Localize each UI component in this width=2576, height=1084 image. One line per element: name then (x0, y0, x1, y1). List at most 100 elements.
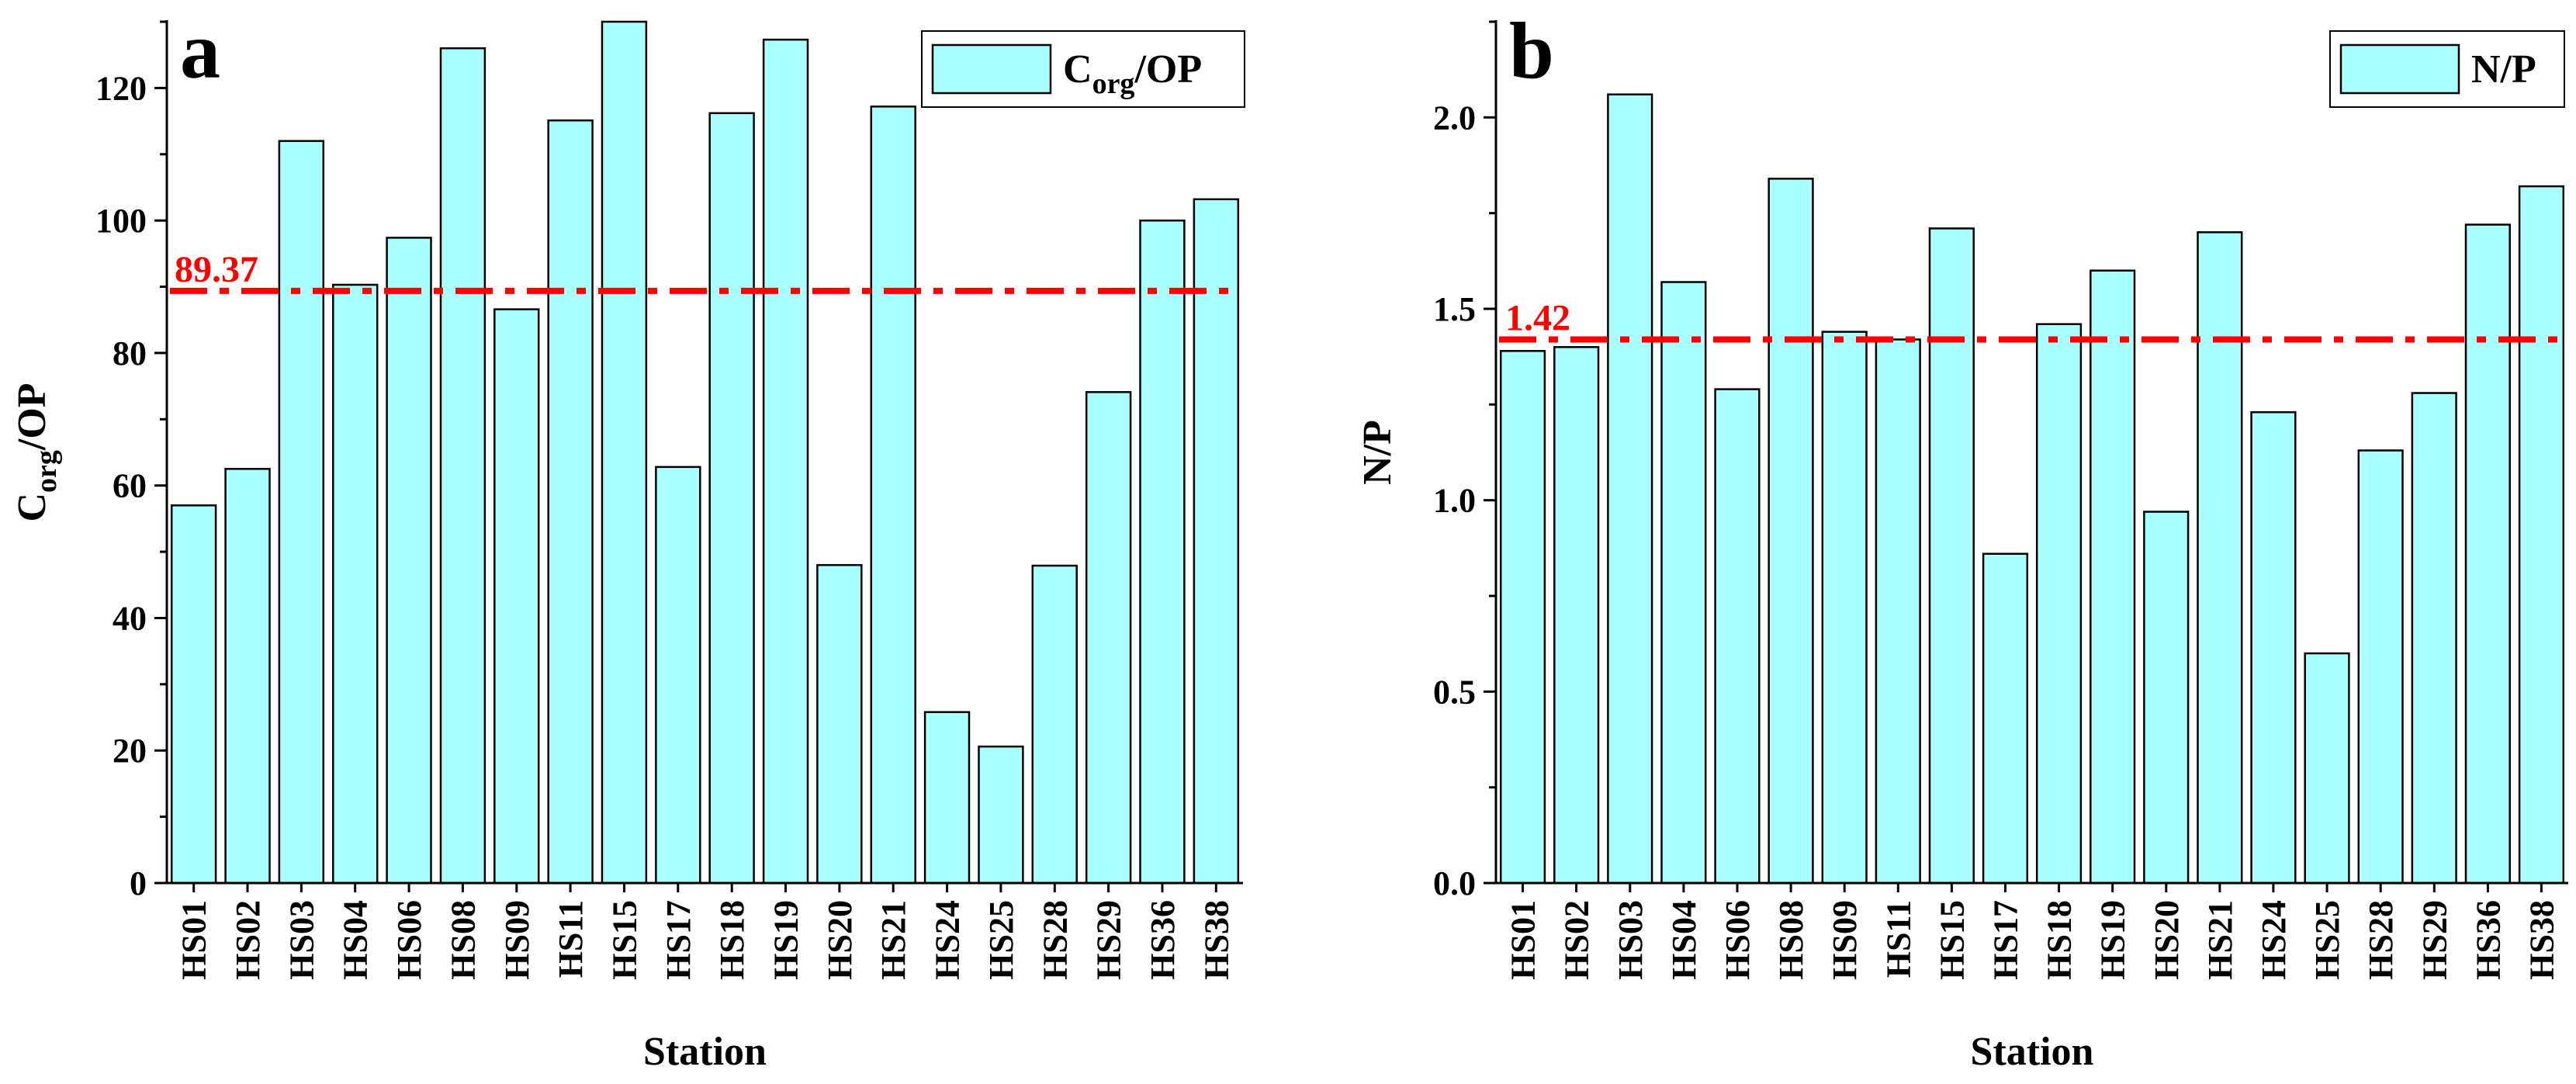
y-tick-label: 0.0 (1433, 864, 1476, 902)
y-tick-label: 40 (113, 600, 147, 638)
bar-hs17 (1982, 552, 2029, 885)
bar-hs15 (1928, 227, 1975, 885)
bar-hs03 (1607, 93, 1653, 885)
legend-swatch (931, 43, 1052, 95)
x-tick-label-hs24: HS24 (2255, 900, 2293, 980)
bar-hs20 (816, 563, 863, 885)
bar-hs17 (655, 466, 701, 885)
bar-hs19 (2090, 269, 2136, 885)
bar-hs02 (224, 468, 271, 885)
x-tick-label-hs19: HS19 (2094, 900, 2132, 980)
x-tick-label-hs29: HS29 (2415, 900, 2453, 980)
bar-hs04 (1660, 281, 1707, 885)
x-tick-label-hs21: HS21 (874, 900, 912, 980)
x-tick-label-hs04: HS04 (337, 900, 375, 980)
x-tick-label-hs01: HS01 (175, 900, 213, 980)
panel-b-chart: 1.42 0.0 0.5 1.0 1.5 2.0 HS01 HS02 HS03 HS04 HS06 H… (1356, 6, 2568, 1074)
panel-letter: b (1509, 6, 1554, 95)
y-tick-label: 120 (95, 69, 147, 107)
bar-hs38 (2518, 185, 2565, 885)
x-tick-label-hs38: HS38 (1197, 900, 1235, 980)
x-tick-label-hs01: HS01 (1504, 900, 1542, 980)
bar-hs09 (1821, 331, 1868, 885)
bar-hs11 (1875, 338, 1921, 885)
y-tick-label: 60 (113, 467, 147, 505)
bar-hs36 (1139, 219, 1186, 885)
x-tick-label-hs02: HS02 (229, 900, 267, 980)
bar-hs36 (2464, 223, 2511, 885)
reference-value-label: 89.37 (175, 249, 258, 290)
x-tick-label-hs36: HS36 (1144, 900, 1182, 980)
bar-hs02 (1553, 346, 1600, 885)
bar-hs38 (1193, 198, 1240, 885)
x-tick-label-hs18: HS18 (2041, 900, 2079, 980)
y-axis-title: Corg/OP (10, 383, 63, 521)
x-tick-label-hs15: HS15 (606, 900, 644, 980)
bar-hs08 (439, 47, 486, 885)
panel-a-chart: 89.37 0 20 40 60 80 100 120 HS01 HS02 HS03 HS04 HS06… (10, 6, 1245, 1074)
legend-label: Corg/OP (1063, 47, 1202, 100)
bar-hs21 (2197, 231, 2243, 885)
x-tick-label-hs06: HS06 (1719, 900, 1757, 980)
x-tick-label-hs08: HS08 (444, 900, 482, 980)
y-tick-label: 0.5 (1433, 673, 1476, 711)
y-axis-title-main: C (10, 493, 54, 522)
x-tick-label-hs11: HS11 (552, 900, 590, 978)
x-tick-label-hs11: HS11 (1879, 900, 1917, 978)
x-tick-label-hs20: HS20 (821, 900, 859, 980)
bar-hs06 (1714, 388, 1761, 885)
y-axis-title-rest: /OP (10, 383, 54, 451)
axes (1494, 20, 2568, 885)
x-tick-label-hs19: HS19 (767, 900, 805, 980)
panel-letter: a (180, 6, 220, 95)
x-tick-label-hs28: HS28 (2362, 900, 2400, 980)
x-tick-label-hs25: HS25 (982, 900, 1020, 980)
x-axis-title: Station (1971, 1030, 2094, 1074)
bar-hs25 (2304, 652, 2350, 885)
y-tick-label: 1.0 (1433, 482, 1476, 520)
bar-hs03 (278, 140, 325, 885)
x-tick-label-hs17: HS17 (1987, 900, 2025, 980)
x-tick-label-hs03: HS03 (1612, 900, 1650, 980)
bar-hs20 (2143, 511, 2190, 885)
y-tick-label: 1.5 (1433, 290, 1476, 328)
x-tick-label-hs03: HS03 (282, 900, 320, 980)
x-tick-label-hs17: HS17 (660, 900, 698, 980)
y-axis-title: N/P (1356, 420, 1400, 485)
legend-label-main: C (1063, 47, 1092, 92)
bar-hs21 (870, 106, 916, 885)
legend-label-rest: /OP (1134, 47, 1202, 92)
legend-swatch (2339, 43, 2460, 95)
y-tick-label: 100 (95, 202, 147, 240)
x-tick-label-hs38: HS38 (2522, 900, 2560, 980)
bar-hs01 (170, 504, 217, 885)
legend-label-main: N/P (2471, 47, 2536, 92)
x-tick-label-hs09: HS09 (498, 900, 536, 980)
x-tick-label-hs24: HS24 (929, 900, 967, 980)
legend: Corg/OP (921, 30, 1245, 108)
x-axis-title: Station (643, 1030, 767, 1074)
y-tick-label: 80 (113, 334, 147, 372)
bar-hs08 (1768, 178, 1814, 885)
bar-hs24 (923, 711, 971, 885)
bar-hs19 (762, 38, 809, 885)
x-tick-label-hs02: HS02 (1558, 900, 1596, 980)
bar-hs09 (493, 308, 540, 885)
x-tick-label-hs28: HS28 (1036, 900, 1074, 980)
axes (165, 20, 1243, 885)
bar-hs25 (978, 745, 1024, 885)
x-tick-label-hs36: HS36 (2469, 900, 2507, 980)
bar-hs18 (2035, 323, 2083, 885)
y-axis-title-subscript: org (30, 450, 63, 493)
bar-hs29 (2411, 392, 2457, 885)
bar-hs28 (2357, 449, 2404, 885)
reference-value-label: 1.42 (1505, 298, 1570, 339)
bar-hs01 (1499, 350, 1546, 885)
legend-label: N/P (2471, 47, 2536, 92)
bar-hs06 (386, 237, 432, 885)
x-tick-label-hs08: HS08 (1772, 900, 1810, 980)
x-tick-label-hs25: HS25 (2308, 900, 2346, 980)
bar-hs11 (547, 119, 594, 885)
bar-hs15 (601, 20, 648, 885)
